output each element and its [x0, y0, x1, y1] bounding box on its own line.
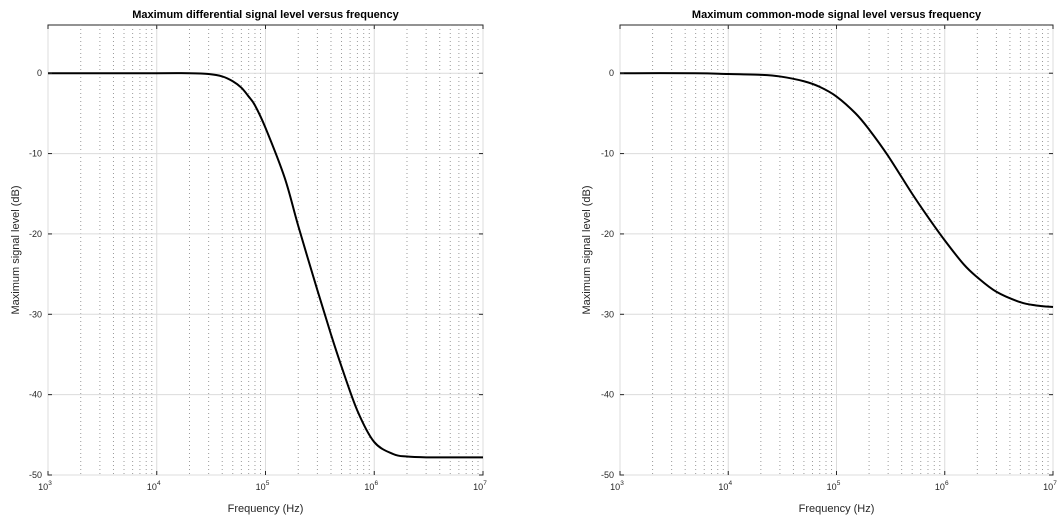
y-tick-label: 0 [37, 68, 42, 78]
x-axis-label-common-mode: Frequency (Hz) [799, 503, 875, 515]
y-tick-label: -40 [29, 390, 42, 400]
y-tick-label: -10 [601, 149, 614, 159]
x-axis-label-differential: Frequency (Hz) [228, 503, 304, 515]
y-tick-label: -10 [29, 149, 42, 159]
y-axis-label-common-mode: Maximum signal level (dB) [581, 186, 593, 315]
x-tick-label: 104 [718, 480, 732, 492]
series-line-differential [48, 72, 483, 459]
chart-title-differential: Maximum differential signal level versus… [132, 9, 399, 21]
y-tick-label: -50 [29, 470, 42, 480]
y-tick-label: -20 [601, 229, 614, 239]
y-tick-label: -50 [601, 470, 614, 480]
x-tick-label: 103 [610, 480, 624, 492]
x-tick-label: 107 [473, 480, 487, 492]
x-tick-label: 106 [364, 480, 378, 492]
y-tick-label: -30 [601, 309, 614, 319]
x-tick-label: 105 [256, 480, 270, 492]
x-tick-label: 103 [38, 480, 52, 492]
x-tick-label: 106 [935, 480, 949, 492]
x-tick-label: 104 [147, 480, 161, 492]
y-tick-label: -40 [601, 390, 614, 400]
series-line-common-mode [619, 72, 1054, 309]
y-tick-label: 0 [609, 68, 614, 78]
y-tick-label: -30 [29, 309, 42, 319]
y-tick-label: -20 [29, 229, 42, 239]
y-axis-label-differential: Maximum signal level (dB) [10, 186, 22, 315]
chart-title-common-mode: Maximum common-mode signal level versus … [692, 9, 982, 21]
x-tick-label: 105 [827, 480, 841, 492]
x-tick-label: 107 [1043, 480, 1057, 492]
grid-differential [47, 25, 484, 476]
